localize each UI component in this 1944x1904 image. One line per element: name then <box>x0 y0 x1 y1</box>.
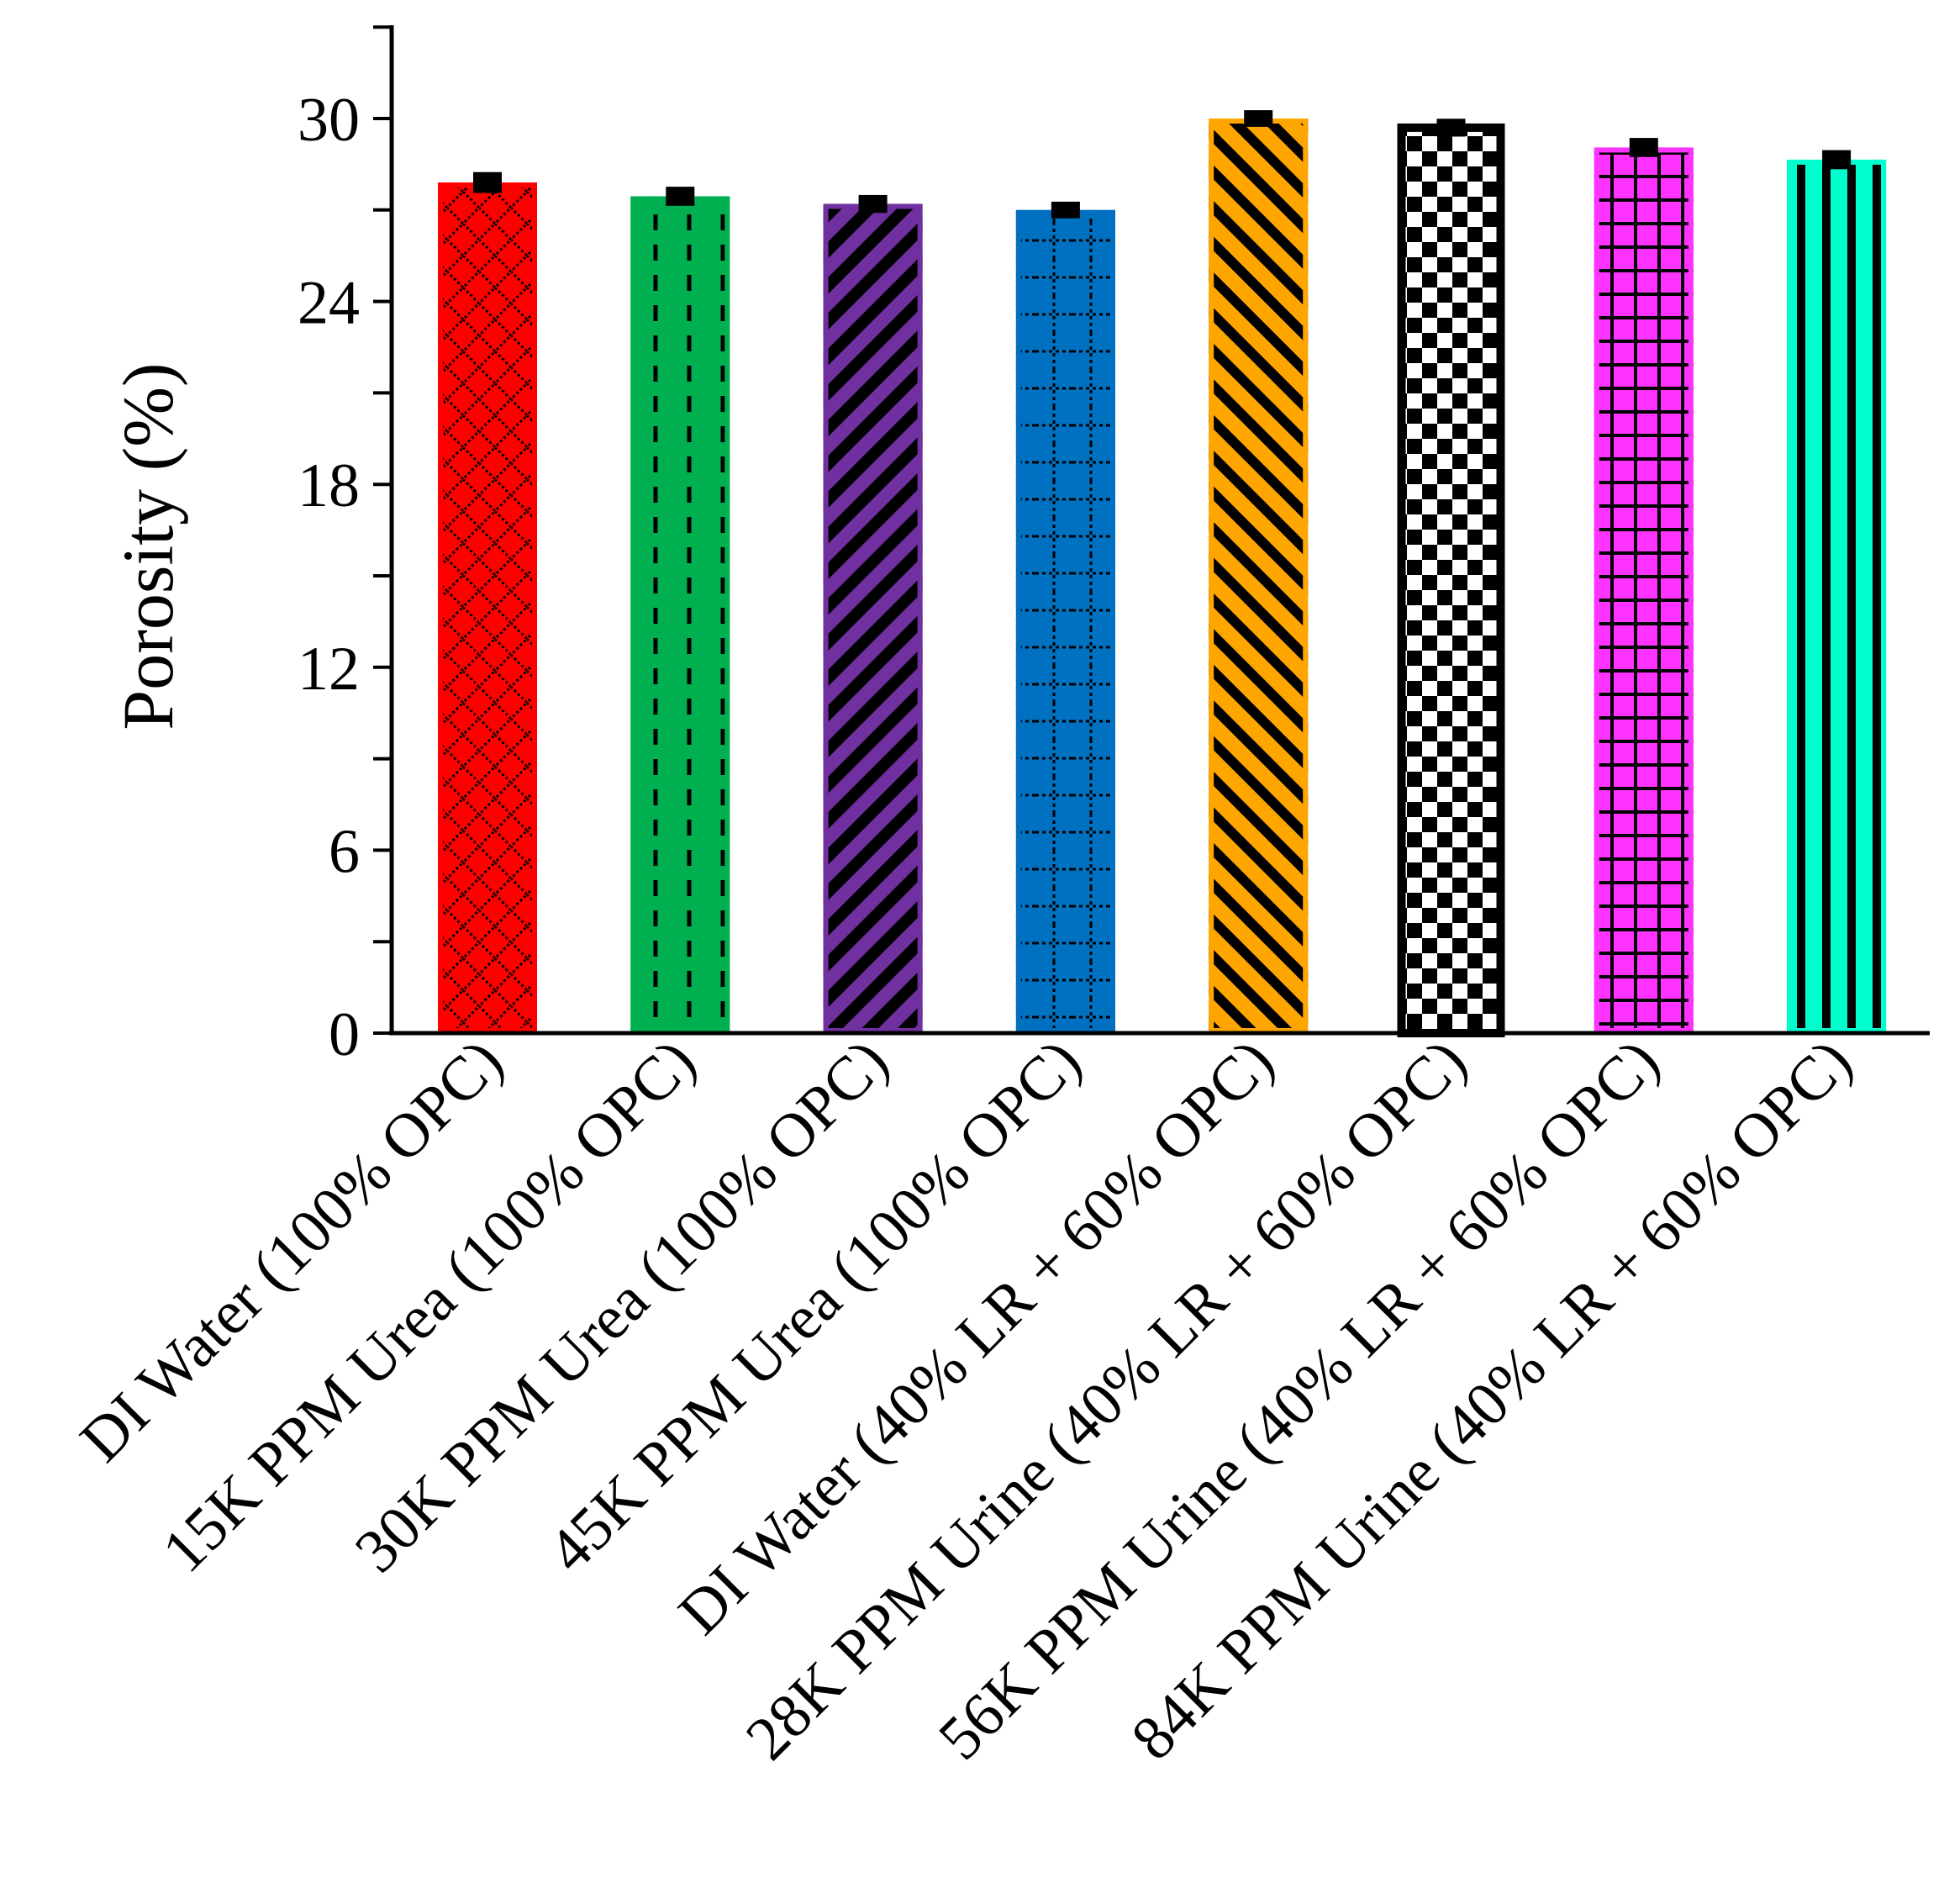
bar-pattern <box>1787 159 1887 1034</box>
error-bar-cap <box>858 194 888 214</box>
error-bar-cap <box>1051 201 1080 219</box>
y-axis-title: Porosity (%) <box>108 362 188 730</box>
y-tick-label: 12 <box>298 635 360 704</box>
bar-pattern <box>1209 119 1309 1033</box>
y-tick-label: 24 <box>298 269 360 338</box>
x-labels-group: DI Water (100% OPC)15K PPM Urea (100% OP… <box>67 1026 1865 1773</box>
error-bar-cap <box>1436 119 1466 137</box>
y-tick-label: 18 <box>298 451 360 520</box>
bar-pattern <box>1015 209 1115 1034</box>
y-tick-label: 0 <box>329 1000 360 1069</box>
y-tick-label: 30 <box>298 86 360 155</box>
x-tick-label: 56K PPM Urine (40% LR + 60% OPC) <box>925 1026 1672 1773</box>
y-tick-label: 6 <box>329 817 360 886</box>
bar-pattern <box>1401 127 1501 1033</box>
error-bar-cap <box>666 187 695 206</box>
error-bar-cap <box>1629 138 1658 157</box>
error-bar-cap <box>1822 150 1852 170</box>
bars-group <box>438 119 1887 1037</box>
error-bar-cap <box>1244 110 1273 127</box>
bar-pattern <box>823 203 923 1034</box>
bar-pattern <box>438 182 537 1033</box>
bar-pattern <box>630 196 730 1034</box>
x-tick-label: 28K PPM Urine (40% LR + 60% OPC) <box>733 1026 1479 1773</box>
x-tick-label: 84K PPM Urine (40% LR + 60% OPC) <box>1119 1026 1865 1773</box>
y-ticks-group: 0 6 12 18 24 30 <box>298 25 392 1069</box>
error-bars-group <box>473 110 1852 219</box>
bar-pattern <box>1594 147 1694 1033</box>
error-bar-cap <box>473 171 502 193</box>
